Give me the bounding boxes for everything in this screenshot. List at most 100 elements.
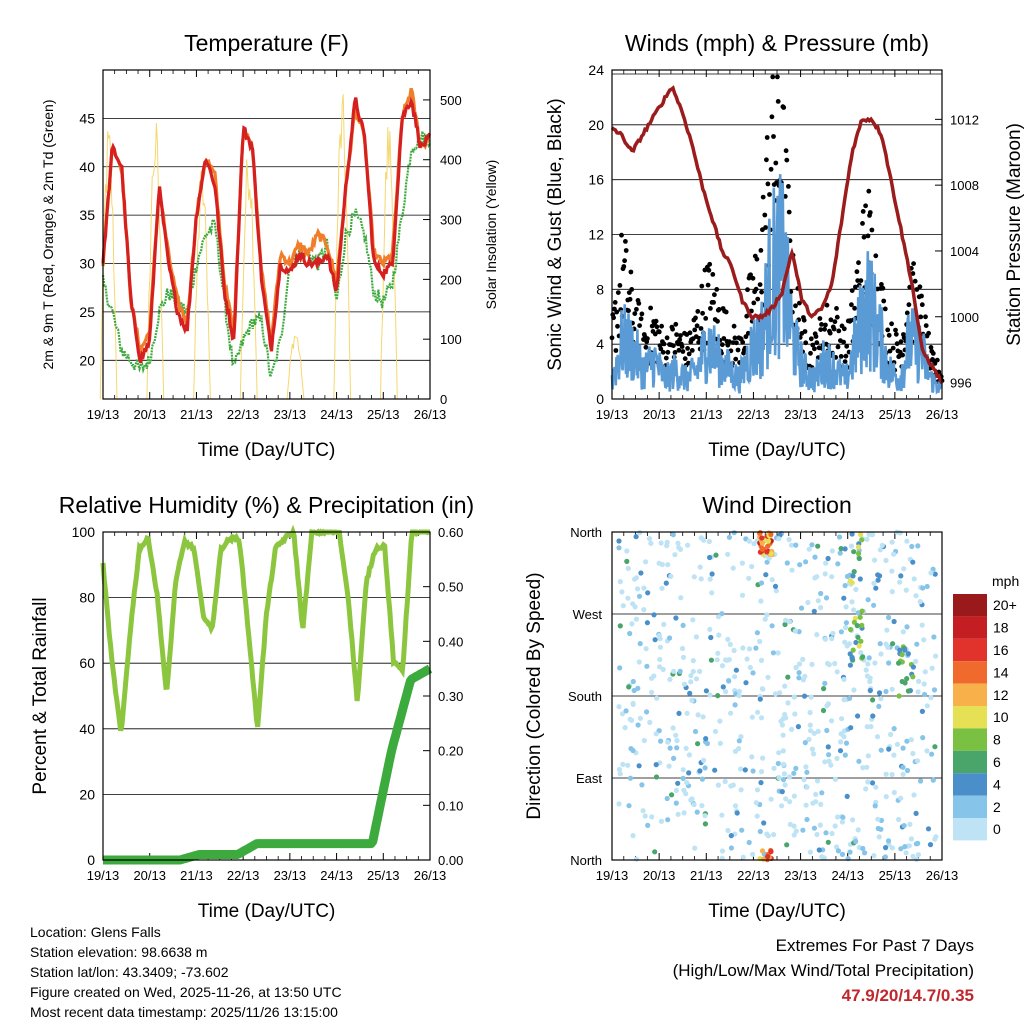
direction-point <box>913 593 919 599</box>
direction-point <box>734 810 740 816</box>
extremes-title: Extremes For Past 7 Days <box>775 936 974 955</box>
direction-point <box>842 752 848 758</box>
direction-point <box>633 616 640 622</box>
direction-point <box>617 771 623 777</box>
direction-point <box>835 814 841 820</box>
direction-point <box>680 767 686 773</box>
direction-point <box>839 819 846 825</box>
direction-point <box>666 763 672 769</box>
direction-point <box>701 757 707 764</box>
direction-point <box>695 712 701 718</box>
y2-tick-label: 1000 <box>950 310 979 325</box>
direction-point <box>697 564 703 570</box>
direction-point <box>878 826 884 832</box>
direction-point <box>652 849 658 855</box>
direction-point <box>699 776 706 782</box>
direction-point <box>854 623 860 629</box>
gust-point <box>721 336 727 341</box>
direction-point <box>783 617 789 623</box>
direction-point <box>929 665 935 671</box>
direction-point <box>823 595 830 601</box>
direction-point <box>915 852 922 858</box>
direction-point <box>717 718 723 724</box>
gust-point <box>660 349 666 355</box>
direction-point <box>843 604 849 610</box>
plot-border <box>611 531 943 861</box>
direction-point <box>904 738 910 744</box>
direction-point <box>791 694 797 700</box>
direction-point <box>837 550 843 556</box>
direction-point <box>740 854 746 860</box>
direction-point <box>758 598 764 604</box>
direction-point <box>921 681 927 687</box>
gust-point <box>679 344 685 349</box>
direction-point <box>847 849 853 855</box>
direction-point <box>841 676 847 683</box>
direction-point <box>818 605 824 611</box>
direction-point <box>804 816 810 823</box>
direction-point <box>643 646 649 652</box>
x-tick-label: 24/13 <box>831 407 864 422</box>
direction-point <box>824 727 830 734</box>
gust-point <box>672 350 678 355</box>
direction-point <box>719 812 725 818</box>
direction-point <box>823 560 829 566</box>
direction-point <box>726 678 732 684</box>
gust-point <box>865 233 871 239</box>
gust-point <box>858 278 864 283</box>
gust-point <box>628 269 634 275</box>
y-tick-label: 20 <box>588 117 604 133</box>
direction-point <box>715 782 722 788</box>
gust-point <box>869 227 875 233</box>
direction-point <box>848 543 855 549</box>
legend-swatch-10 <box>953 706 987 729</box>
direction-point <box>759 848 766 854</box>
y-tick-label: West <box>573 607 603 622</box>
direction-point <box>757 828 763 835</box>
gust-point <box>706 267 712 273</box>
direction-point <box>777 690 783 696</box>
direction-point <box>865 753 871 759</box>
plot-border <box>611 69 943 400</box>
gust-point <box>775 74 780 80</box>
direction-point <box>636 763 642 769</box>
x-tick-label: 24/13 <box>320 868 353 883</box>
direction-point <box>648 540 654 547</box>
direction-point <box>849 599 855 605</box>
direction-point <box>834 669 840 675</box>
direction-point <box>832 823 838 829</box>
direction-point <box>805 599 811 606</box>
gust-point <box>614 309 620 315</box>
direction-point <box>916 678 922 685</box>
direction-point <box>738 766 744 772</box>
gust-point <box>677 337 683 342</box>
direction-point <box>803 559 809 565</box>
y-tick-label: North <box>570 853 602 868</box>
gust-point <box>674 332 679 337</box>
direction-point <box>630 833 636 839</box>
y-tick-label: 30 <box>79 256 95 272</box>
direction-point <box>853 586 859 593</box>
direction-point <box>638 570 644 576</box>
gust-point <box>673 321 679 327</box>
x-tick-label: 23/13 <box>274 407 307 422</box>
direction-point <box>697 668 703 675</box>
direction-point <box>624 558 630 565</box>
direction-point <box>636 593 643 599</box>
gust-point <box>663 355 669 361</box>
gust-point <box>786 184 791 189</box>
direction-point <box>843 624 849 631</box>
direction-point <box>900 745 906 751</box>
gust-point <box>734 340 739 346</box>
direction-point <box>904 767 911 774</box>
direction-point <box>715 693 721 699</box>
legend-swatch-8 <box>953 728 987 751</box>
direction-point <box>744 656 750 662</box>
direction-point <box>771 765 777 771</box>
direction-point <box>918 778 924 784</box>
gust-point <box>661 341 667 347</box>
direction-point <box>858 638 864 644</box>
direction-point <box>779 803 785 809</box>
gust-point <box>632 311 638 316</box>
gust-point <box>735 347 741 353</box>
